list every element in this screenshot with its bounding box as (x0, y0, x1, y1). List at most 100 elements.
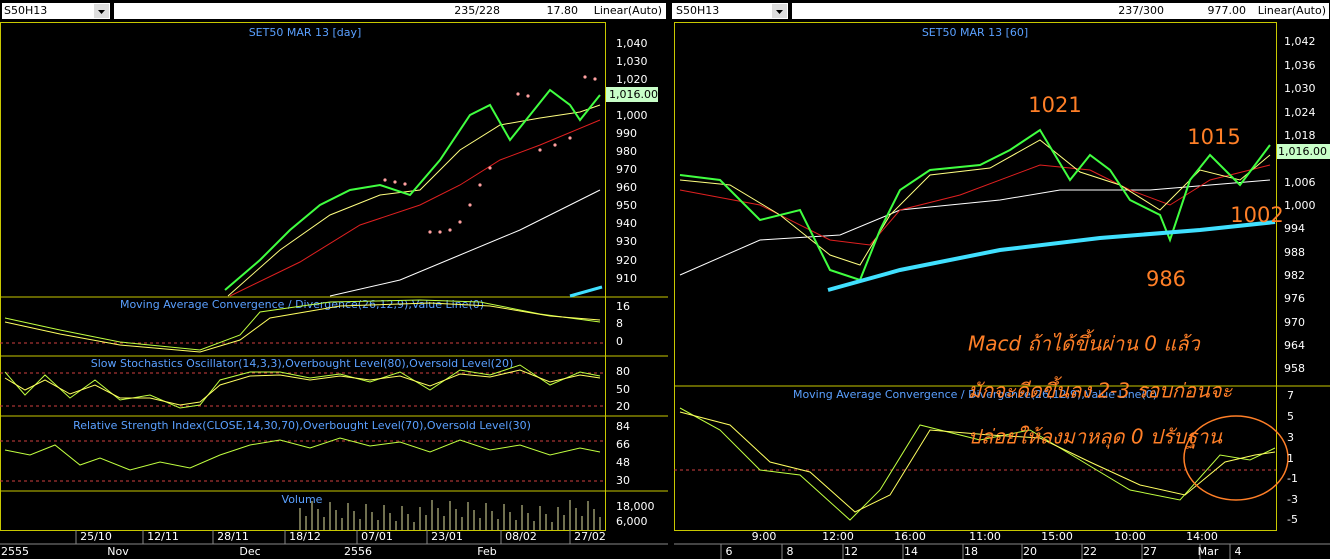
rsi-title: Relative Strength Index(CLOSE,14,30,70),… (73, 419, 531, 432)
annotation: 1002 (1230, 203, 1283, 227)
macd-title: Moving Average Convergence / Divergence(… (793, 388, 1157, 401)
y-tick-label: 950 (616, 199, 637, 212)
macd-signal (679, 411, 1276, 513)
left-panel: S50H13 235/228 17.80 Linear(Auto) SET50 … (0, 0, 668, 545)
last-price: 1,016.00 (1278, 145, 1327, 158)
sar (383, 75, 597, 234)
y-tick-label: 1,042 (1284, 35, 1316, 48)
y-tick-label: 1,030 (1284, 82, 1316, 95)
y-tick-label: -5 (1287, 513, 1298, 526)
date-label: 23/01 (431, 530, 463, 543)
date-label: 25/10 (80, 530, 112, 543)
y-tick-label: 3 (1287, 431, 1294, 444)
y-tick-label: 1,018 (1284, 129, 1316, 142)
y-tick-label: 982 (1284, 269, 1305, 282)
rsi-line (4, 437, 601, 471)
ma-mid (229, 119, 601, 297)
value: 17.80 (547, 4, 579, 17)
y-tick-label: 16 (616, 300, 630, 313)
time-label: 15:00 (1041, 530, 1073, 543)
time-label: 12:00 (822, 530, 854, 543)
day-label: 18 (964, 545, 978, 558)
ma-mid (679, 164, 1271, 246)
y-tick-label: 980 (616, 145, 637, 158)
value: 977.00 (1208, 4, 1247, 17)
y-tick-label: 930 (616, 235, 637, 248)
macd-title: Moving Average Convergence / Divergence(… (120, 298, 484, 311)
ma-short (227, 104, 601, 297)
y-tick-label: 1,006 (1284, 176, 1316, 189)
day-label: 14 (904, 545, 918, 558)
count: 237/300 (1118, 4, 1164, 17)
symbol-box[interactable] (2, 3, 110, 19)
y-tick-label: 958 (1284, 362, 1305, 375)
y-tick-label: 80 (616, 365, 630, 378)
y-tick-label: 84 (616, 420, 630, 433)
stoch-title: Slow Stochastics Oscillator(14,3,3),Over… (91, 357, 514, 370)
note-line: มักจะดีดขึ้นลง 2-3 รอบก่อนจะ (968, 376, 1233, 403)
symbol: S50H13 (676, 4, 719, 17)
ma-long (329, 189, 601, 297)
y-tick-label: 1,040 (616, 37, 648, 50)
day-label: 27 (1143, 545, 1157, 558)
note-line: Macd ถ้าได้ขึ้นผ่าน 0 แล้ว (968, 329, 1201, 356)
y-tick-label: 50 (616, 383, 630, 396)
y-tick-label: 6,000 (616, 515, 648, 528)
y-tick-label: 1,000 (1284, 199, 1316, 212)
y-tick-label: 1 (1287, 452, 1294, 465)
volume-title: Volume (282, 493, 323, 506)
time-label: 16:00 (894, 530, 926, 543)
period-label: Dec (239, 545, 260, 558)
time-label: 10:00 (1114, 530, 1146, 543)
last-price-box (606, 87, 658, 102)
stoch-d (4, 369, 601, 406)
day-label: 22 (1083, 545, 1097, 558)
y-tick-label: 970 (616, 163, 637, 176)
y-tick-label: 970 (1284, 316, 1305, 329)
y-tick-label: 7 (1287, 389, 1294, 402)
symbol-box[interactable] (672, 3, 788, 19)
day-label: 4 (1235, 545, 1242, 558)
y-tick-label: 940 (616, 217, 637, 230)
y-tick-label: 18,000 (616, 500, 655, 513)
date-label: 12/11 (147, 530, 179, 543)
y-tick-label: 20 (616, 400, 630, 413)
day-label: Mar (1198, 545, 1219, 558)
y-tick-label: 0 (616, 335, 623, 348)
y-tick-label: 1,020 (616, 73, 648, 86)
chart-title: SET50 MAR 13 [day] (249, 26, 362, 39)
macd-line (679, 407, 1276, 521)
period-label: 2555 (1, 545, 29, 558)
y-tick-label: 994 (1284, 222, 1305, 235)
price (679, 128, 1271, 282)
date-label: 18/12 (289, 530, 321, 543)
last-price-box (1277, 144, 1330, 159)
day-label: 20 (1023, 545, 1037, 558)
date-label: 07/01 (361, 530, 393, 543)
y-tick-label: 48 (616, 456, 630, 469)
date-label: 27/02 (574, 530, 606, 543)
time-label: 11:00 (969, 530, 1001, 543)
day-label: 12 (844, 545, 858, 558)
y-tick-label: 910 (616, 272, 637, 285)
y-tick-label: 1,024 (1284, 106, 1316, 119)
price (224, 88, 601, 291)
macd-signal (4, 302, 601, 353)
day-label: 6 (726, 545, 733, 558)
y-tick-label: 1,030 (616, 55, 648, 68)
volume-bars (299, 500, 601, 530)
scale: Linear(Auto) (1258, 4, 1326, 17)
y-tick-label: 66 (616, 438, 630, 451)
date-label: 28/11 (217, 530, 249, 543)
highlight-circle (1183, 415, 1289, 501)
date-label: 08/02 (505, 530, 537, 543)
macd-line (4, 299, 601, 351)
y-tick-label: 960 (616, 181, 637, 194)
y-tick-label: 990 (616, 127, 637, 140)
stoch-k (4, 364, 601, 409)
y-tick-label: 920 (616, 254, 637, 267)
y-tick-label: 8 (616, 317, 623, 330)
time-label: 9:00 (752, 530, 777, 543)
period-label: 2556 (344, 545, 372, 558)
